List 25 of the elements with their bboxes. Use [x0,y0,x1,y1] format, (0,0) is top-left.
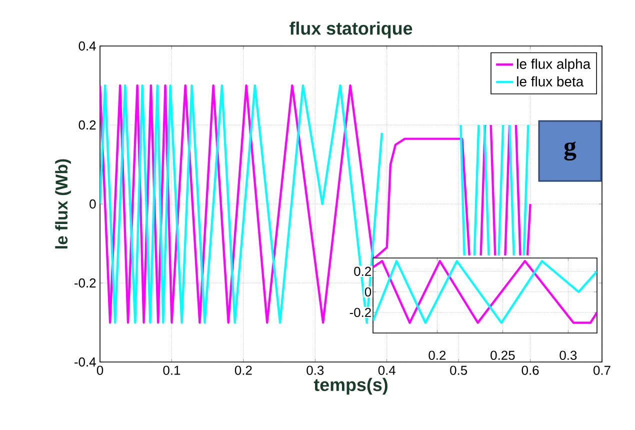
y-tick-label: 0.2 [354,266,371,276]
y-tick-label: 0 [364,287,372,296]
y-axis-title: le flux (Wb) [55,159,71,248]
chart-title: flux statorique [290,22,412,38]
y-tick-label: -0.2 [74,278,96,288]
x-tick-label: 0.2 [234,366,252,375]
x-tick-label: 0.4 [378,366,396,375]
y-tick-label: -0.4 [74,357,96,367]
y-tick-label: -0.2 [350,308,371,318]
y-tick-label: 0.2 [78,120,96,130]
x-tick-label: 0.5 [450,366,468,375]
legend-label: le flux beta [517,76,584,87]
x-tick-label: 0.3 [306,366,324,375]
x-tick-label: 0 [96,366,104,375]
x-tick-label: 0.3 [560,350,577,360]
y-tick-label: 0.4 [78,41,96,51]
legend-label: le flux alpha [517,58,591,72]
x-tick-label: 0.1 [163,366,180,375]
x-tick-label: 0.6 [522,366,539,375]
annotation: g [564,141,576,161]
x-tick-label: 0.25 [490,350,515,360]
x-tick-label: 0.2 [428,350,446,360]
x-tick-label: 0.7 [593,366,610,375]
x-axis-title: temps(s) [314,378,388,395]
y-tick-label: 0 [90,199,96,209]
